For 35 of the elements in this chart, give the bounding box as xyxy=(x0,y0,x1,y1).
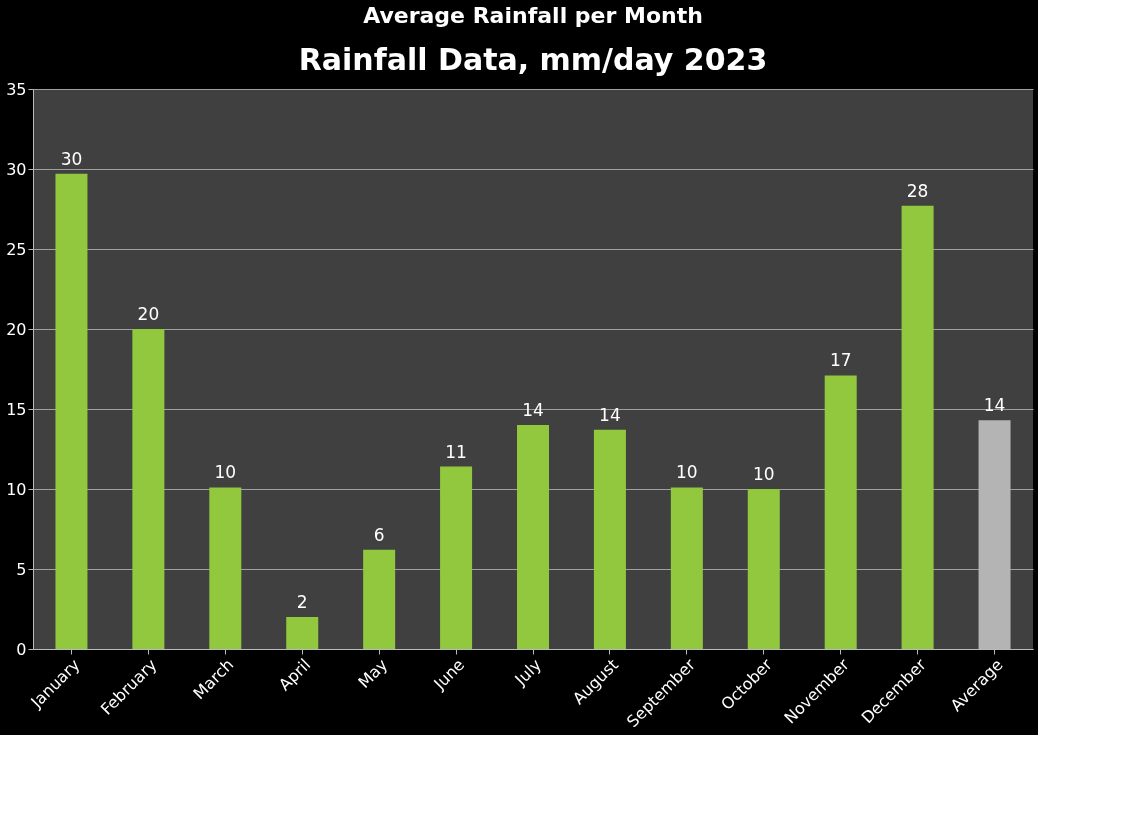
data-label: 10 xyxy=(676,462,698,483)
bar xyxy=(440,466,473,649)
bar xyxy=(824,375,857,649)
bar xyxy=(517,425,549,649)
y-tick-label: 35 xyxy=(6,79,27,99)
bar xyxy=(901,205,934,649)
data-label: 10 xyxy=(752,464,775,484)
data-label: 30 xyxy=(60,148,83,169)
data-label: 2 xyxy=(296,592,308,612)
data-label: 6 xyxy=(373,524,385,545)
bar xyxy=(747,489,780,649)
chart-title: Average Rainfall per Month xyxy=(363,3,703,28)
bar xyxy=(55,173,88,649)
y-tick-label: 25 xyxy=(6,239,27,259)
y-tick-label: 10 xyxy=(6,479,27,499)
bar xyxy=(363,549,396,649)
data-label: 14 xyxy=(983,395,1006,416)
data-label: 20 xyxy=(137,304,160,324)
chart-subtitle: Rainfall Data, mm/day 2023 xyxy=(298,42,768,77)
bar xyxy=(209,487,242,649)
y-tick-label: 0 xyxy=(16,639,27,659)
data-label: 10 xyxy=(214,462,237,483)
y-tick-label: 30 xyxy=(6,159,27,179)
data-label: 14 xyxy=(522,400,544,420)
bar xyxy=(593,429,626,649)
bar xyxy=(132,329,165,649)
bar xyxy=(670,487,703,649)
y-tick-label: 5 xyxy=(16,559,27,579)
data-label: 14 xyxy=(599,404,621,425)
data-label: 17 xyxy=(829,350,852,371)
y-tick-label: 20 xyxy=(6,319,27,339)
bar xyxy=(286,617,319,649)
data-label: 28 xyxy=(906,180,929,201)
y-tick-label: 15 xyxy=(6,399,27,419)
data-label: 11 xyxy=(445,441,467,462)
